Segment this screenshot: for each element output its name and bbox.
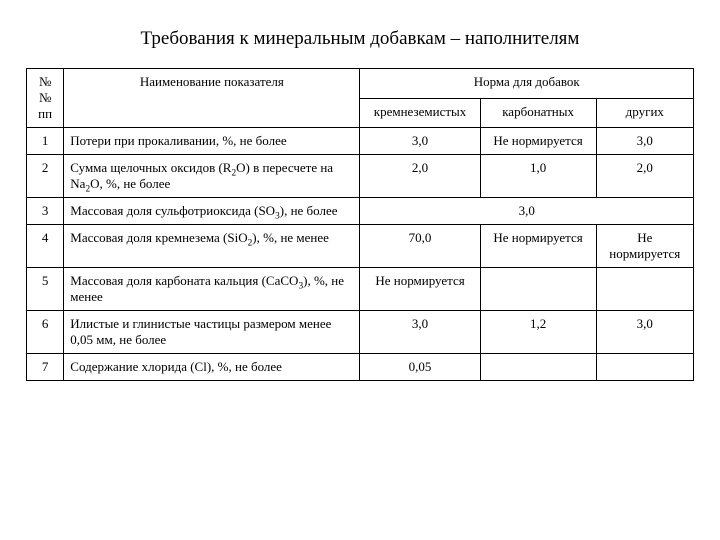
row-index: 4 (27, 225, 64, 268)
row-index: 3 (27, 198, 64, 225)
row-index: 7 (27, 354, 64, 381)
page-title: Требования к минеральным добавкам – напо… (26, 28, 694, 50)
row-value-1 (480, 268, 596, 311)
row-value-0: 3,0 (360, 311, 480, 354)
header-name: Наименование показателя (64, 69, 360, 128)
table-row: 6Илистые и глинистые частицы размером ме… (27, 311, 694, 354)
row-value-0: 70,0 (360, 225, 480, 268)
row-value-2: 2,0 (596, 155, 693, 198)
row-value-2 (596, 268, 693, 311)
table-row: 5Массовая доля карбоната кальция (CaCO3)… (27, 268, 694, 311)
row-value-1: Не нормируется (480, 225, 596, 268)
row-name: Сумма щелочных оксидов (R2O) в пересчете… (64, 155, 360, 198)
row-value-1: 1,2 (480, 311, 596, 354)
row-name: Потери при прокаливании, %, не более (64, 128, 360, 155)
row-index: 5 (27, 268, 64, 311)
header-num: №№ пп (27, 69, 64, 128)
row-value-merged: 3,0 (360, 198, 694, 225)
row-name: Массовая доля сульфотриоксида (SO3), не … (64, 198, 360, 225)
row-value-2: 3,0 (596, 311, 693, 354)
row-value-0: 3,0 (360, 128, 480, 155)
row-name: Массовая доля карбоната кальция (CaCO3),… (64, 268, 360, 311)
header-norm-other: других (596, 98, 693, 128)
header-norm-carbonate: карбонатных (480, 98, 596, 128)
row-value-0: 0,05 (360, 354, 480, 381)
table-body: 1Потери при прокаливании, %, не более3,0… (27, 128, 694, 381)
requirements-table: №№ пп Наименование показателя Норма для … (26, 68, 694, 381)
table-row: 3Массовая доля сульфотриоксида (SO3), не… (27, 198, 694, 225)
row-value-1: Не нормируется (480, 128, 596, 155)
table-row: 7Содержание хлорида (Cl), %, не более0,0… (27, 354, 694, 381)
table-row: 4Массовая доля кремнезема (SiO2), %, не … (27, 225, 694, 268)
row-name: Массовая доля кремнезема (SiO2), %, не м… (64, 225, 360, 268)
row-value-2: Не нормируется (596, 225, 693, 268)
row-value-0: Не нормируется (360, 268, 480, 311)
header-norm-group: Норма для добавок (360, 69, 694, 99)
row-value-1 (480, 354, 596, 381)
table-row: 1Потери при прокаливании, %, не более3,0… (27, 128, 694, 155)
row-index: 1 (27, 128, 64, 155)
row-value-0: 2,0 (360, 155, 480, 198)
row-name: Содержание хлорида (Cl), %, не более (64, 354, 360, 381)
header-norm-siliceous: кремнеземистых (360, 98, 480, 128)
table-row: 2Сумма щелочных оксидов (R2O) в пересчет… (27, 155, 694, 198)
table-header: №№ пп Наименование показателя Норма для … (27, 69, 694, 128)
row-value-2 (596, 354, 693, 381)
row-index: 2 (27, 155, 64, 198)
row-index: 6 (27, 311, 64, 354)
row-value-2: 3,0 (596, 128, 693, 155)
row-value-1: 1,0 (480, 155, 596, 198)
row-name: Илистые и глинистые частицы размером мен… (64, 311, 360, 354)
